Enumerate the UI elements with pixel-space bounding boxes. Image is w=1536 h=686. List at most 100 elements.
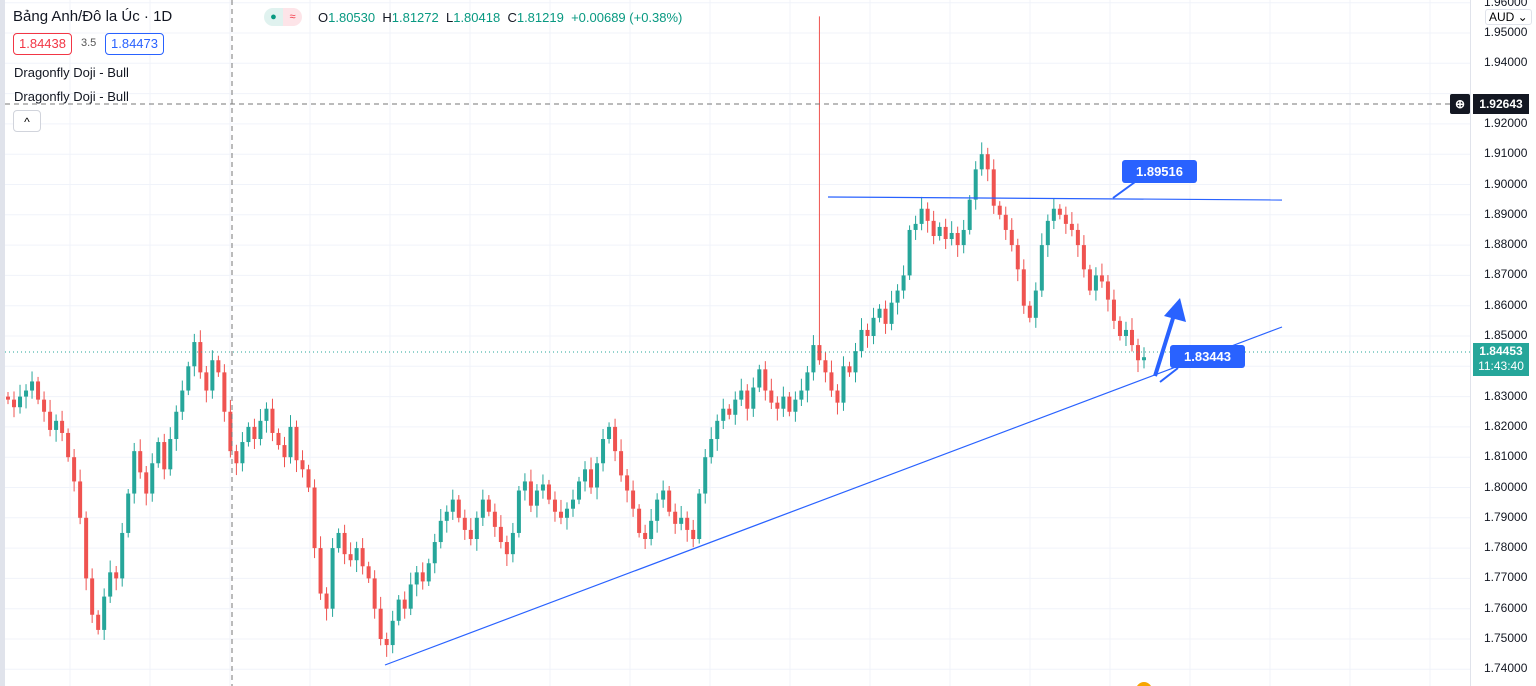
candle-body bbox=[649, 520, 654, 540]
candle-body bbox=[510, 532, 515, 555]
candle-body bbox=[889, 302, 894, 324]
candle-body bbox=[937, 226, 942, 237]
candle-body bbox=[883, 308, 888, 324]
candle-body bbox=[1045, 220, 1050, 246]
candle-body bbox=[715, 420, 720, 440]
bar-countdown: 11:43:40 bbox=[1478, 359, 1524, 373]
candle-body bbox=[294, 426, 299, 461]
candle-body bbox=[84, 517, 89, 579]
candle-body bbox=[829, 372, 834, 391]
resistance-price-label[interactable]: 1.89516 bbox=[1122, 160, 1197, 183]
support-price-label[interactable]: 1.83443 bbox=[1170, 345, 1245, 368]
candle-body bbox=[1039, 245, 1044, 291]
status-icon: ≈ bbox=[283, 8, 302, 26]
candle-body bbox=[733, 399, 738, 415]
candle-body bbox=[805, 372, 810, 391]
candle-body bbox=[961, 229, 966, 246]
spread-value: 3.5 bbox=[81, 37, 97, 49]
candle-body bbox=[120, 532, 125, 579]
candle-body bbox=[126, 493, 131, 533]
candle-body bbox=[991, 169, 996, 206]
candle-body bbox=[396, 599, 401, 621]
crosshair-add-button[interactable]: ⊕ bbox=[1450, 94, 1470, 114]
candle-body bbox=[150, 463, 155, 494]
candle-body bbox=[895, 290, 900, 303]
candle-body bbox=[456, 499, 461, 518]
candle-body bbox=[546, 484, 551, 500]
grid bbox=[5, 0, 1470, 686]
price-tick: 1.80000 bbox=[1484, 479, 1528, 494]
candle-body bbox=[426, 563, 431, 582]
candle-body bbox=[216, 360, 221, 373]
candle-body bbox=[276, 432, 281, 446]
candle-body bbox=[673, 511, 678, 524]
candle-body bbox=[378, 608, 383, 639]
candle-body bbox=[1057, 208, 1062, 215]
candle-body bbox=[438, 520, 443, 543]
price-chart[interactable] bbox=[0, 0, 1470, 686]
candle-body bbox=[775, 402, 780, 409]
open-label: O bbox=[318, 10, 329, 25]
candle-body bbox=[366, 566, 371, 579]
candle-body bbox=[787, 396, 792, 412]
candle-body bbox=[354, 548, 359, 561]
candle-body bbox=[949, 232, 954, 240]
candle-body bbox=[925, 208, 930, 221]
candle-body bbox=[480, 499, 485, 518]
resistance-line[interactable] bbox=[827, 196, 1283, 201]
candle-body bbox=[498, 526, 503, 543]
candle-body bbox=[288, 426, 293, 458]
high-label: H bbox=[382, 10, 392, 25]
candle-body bbox=[162, 442, 167, 470]
sell-button[interactable]: 1.84438 bbox=[13, 33, 72, 55]
candle-body bbox=[1051, 208, 1056, 221]
candle-body bbox=[534, 490, 539, 506]
candle-body bbox=[739, 390, 744, 400]
candle-body bbox=[30, 381, 35, 391]
candle-body bbox=[709, 439, 714, 458]
candle-body bbox=[282, 445, 287, 458]
candle-body bbox=[685, 517, 690, 530]
candle-body bbox=[595, 463, 600, 488]
market-status[interactable]: ● ≈ bbox=[264, 8, 302, 26]
currency-selector[interactable]: AUD ⌄ bbox=[1485, 9, 1532, 25]
candle-body bbox=[360, 548, 365, 567]
candle-body bbox=[552, 499, 557, 512]
price-tick: 1.74000 bbox=[1484, 661, 1528, 676]
candle-body bbox=[18, 396, 23, 408]
price-tick: 1.90000 bbox=[1484, 176, 1528, 191]
symbol-title[interactable]: Bảng Anh/Đô la Úc · 1D bbox=[13, 8, 173, 25]
price-tick: 1.76000 bbox=[1484, 600, 1528, 615]
collapse-legend-button[interactable]: ^ bbox=[13, 110, 41, 132]
candle-body bbox=[516, 490, 521, 533]
candle-body bbox=[6, 396, 10, 400]
candle-body bbox=[1033, 290, 1038, 318]
candle-body bbox=[138, 451, 143, 473]
candle-body bbox=[222, 372, 227, 412]
candle-body bbox=[817, 345, 822, 361]
candle-body bbox=[168, 439, 173, 470]
candle-body bbox=[1009, 229, 1014, 246]
candle-body bbox=[462, 517, 467, 530]
candle-body bbox=[156, 442, 161, 464]
price-tick: 1.83000 bbox=[1484, 388, 1528, 403]
price-tick: 1.95000 bbox=[1484, 25, 1528, 39]
candle-body bbox=[132, 451, 137, 494]
candle-body bbox=[865, 329, 870, 336]
up-arrow-icon[interactable] bbox=[1153, 298, 1186, 377]
candle-body bbox=[1069, 223, 1074, 230]
candle-body bbox=[757, 369, 762, 388]
buy-button[interactable]: 1.84473 bbox=[105, 33, 164, 55]
support-trendline[interactable] bbox=[384, 326, 1283, 666]
candle-body bbox=[210, 360, 215, 391]
price-tick: 1.86000 bbox=[1484, 297, 1528, 312]
price-tick: 1.82000 bbox=[1484, 418, 1528, 433]
candle-body bbox=[54, 420, 59, 430]
event-icon[interactable] bbox=[1136, 682, 1152, 686]
candle-body bbox=[306, 469, 311, 488]
candle-body bbox=[667, 490, 672, 512]
candle-body bbox=[186, 366, 191, 391]
candle-body bbox=[564, 508, 569, 518]
price-tick: 1.96000 bbox=[1484, 0, 1528, 9]
candle-body bbox=[1142, 357, 1146, 361]
